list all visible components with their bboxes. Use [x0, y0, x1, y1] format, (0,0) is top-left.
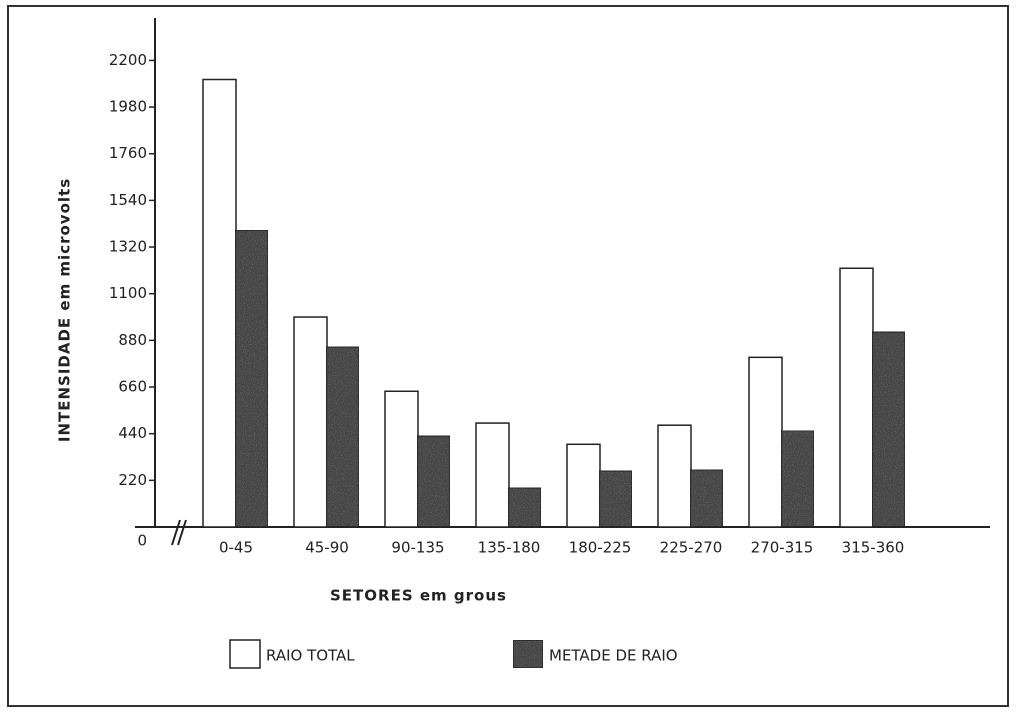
bar — [566, 443, 601, 528]
y-tick-label: 2200 — [109, 51, 147, 69]
bar — [598, 470, 633, 528]
bar — [234, 229, 269, 528]
y-tick-label: 1980 — [109, 98, 147, 116]
x-tick-label: 45-90 — [305, 539, 349, 557]
bar — [293, 316, 328, 528]
y-axis-label: INTENSIDADE em microvolts — [56, 178, 74, 442]
y-tick-label: 1320 — [109, 238, 147, 256]
x-tick-label: 270-315 — [751, 539, 814, 557]
x-tick-label: 90-135 — [391, 539, 444, 557]
y-tick-label: 1760 — [109, 144, 147, 162]
bar — [657, 424, 692, 528]
axis-break — [171, 519, 187, 546]
bar — [325, 345, 360, 528]
y-tick-label: 1100 — [109, 284, 147, 302]
x-tick-label: 315-360 — [842, 539, 905, 557]
x-tick-label: 0-45 — [219, 539, 253, 557]
frame — [7, 5, 1009, 707]
bar — [416, 435, 451, 528]
bar — [871, 331, 906, 528]
y-tick-label: 1540 — [109, 191, 147, 209]
bar — [384, 390, 419, 528]
bar — [202, 78, 237, 528]
bar — [839, 267, 874, 528]
y-tick-label: 220 — [118, 471, 147, 489]
legend-swatch — [229, 639, 261, 669]
legend-label: METADE DE RAIO — [549, 647, 678, 665]
y-tick-label: 660 — [118, 378, 147, 396]
x-tick-label: 180-225 — [569, 539, 632, 557]
legend-label: RAIO TOTAL — [266, 647, 355, 665]
y-tick-label: 0 — [137, 532, 147, 550]
bar — [507, 487, 542, 528]
legend-swatch — [512, 639, 544, 669]
y-tick-label: 880 — [118, 331, 147, 349]
bar — [475, 422, 510, 528]
x-tick-label: 225-270 — [660, 539, 723, 557]
bar — [780, 429, 815, 528]
bar — [748, 356, 783, 528]
x-axis-label: SETORES em grous — [330, 587, 507, 605]
bar — [689, 468, 724, 528]
y-tick-label: 440 — [118, 424, 147, 442]
x-tick-label: 135-180 — [478, 539, 541, 557]
